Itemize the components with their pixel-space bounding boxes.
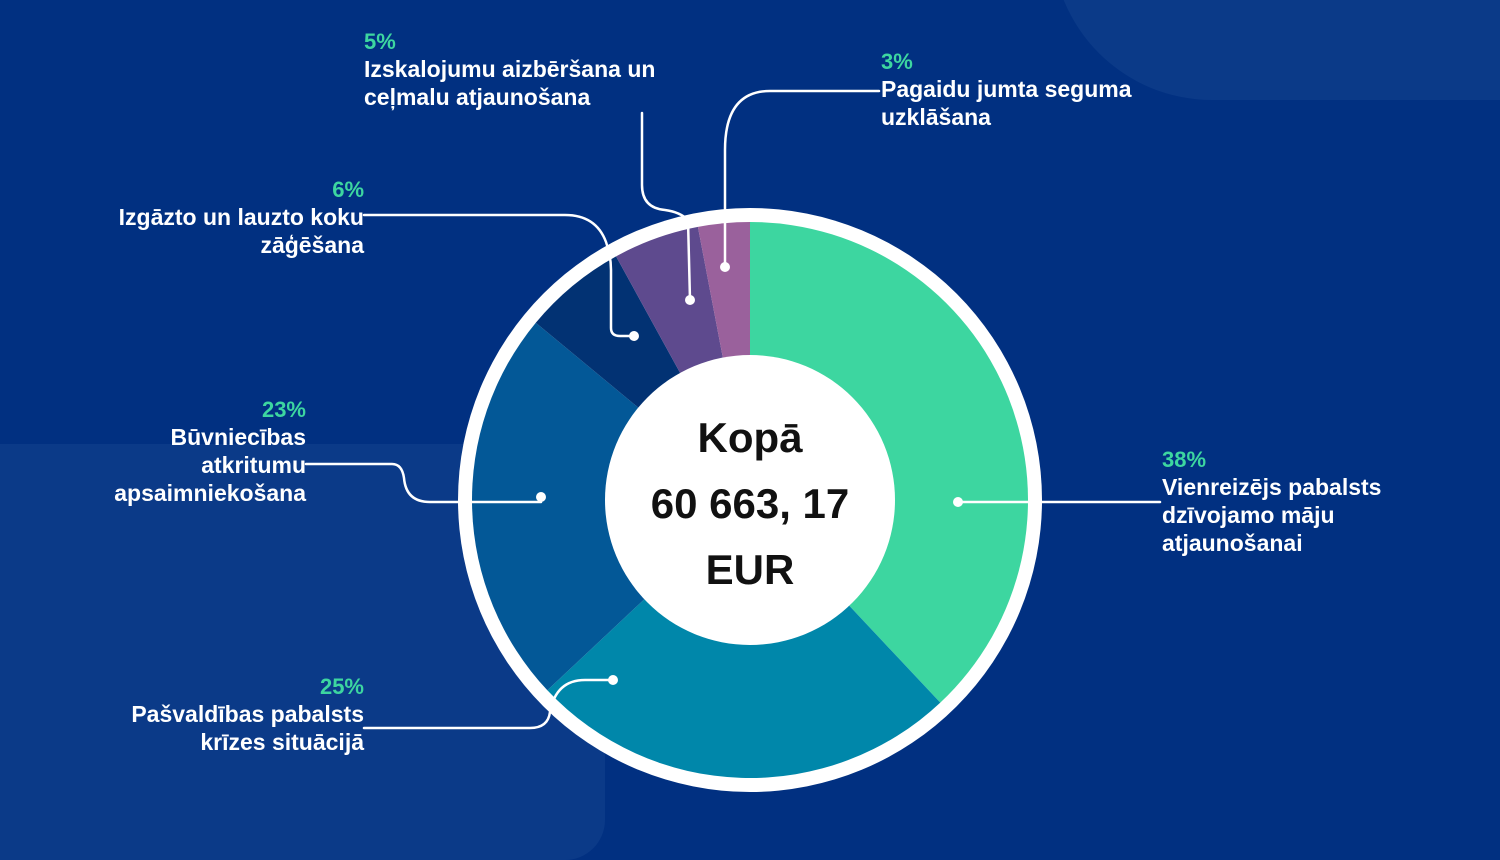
callout-line-3 [723,89,881,269]
total-label: Kopā [697,414,803,461]
callout-3: 3% Pagaidu jumta seguma uzklāšana [881,49,1132,130]
callout-5: 5% Izskalojumu aizbēršana un ceļmalu atj… [364,29,656,110]
donut-center-hole [605,355,895,645]
callout-38: 38% Vienreizējs pabalsts dzīvojamo māju … [1162,447,1382,556]
donut-center-total: Kopā 60 663, 17 EUR [605,405,895,603]
callout-dots [536,262,963,685]
callout-pct: 25% [319,674,364,699]
callout-23: 23% Būvniecības atkritumu apsaimniekošan… [114,397,306,506]
callout-pct: 6% [332,177,364,202]
total-value: 60 663, 17 [650,480,850,527]
callout-6: 6% Izgāzto un lauzto koku zāģēšana [118,177,364,258]
callout-pct: 38% [1162,447,1207,472]
callout-25: 25% Pašvaldības pabalsts krīzes situācij… [131,674,364,755]
callout-pct: 23% [261,397,306,422]
callout-line-25 [362,678,615,730]
total-currency: EUR [705,546,795,593]
callout-pct: 5% [364,29,396,54]
callout-lines [304,89,1162,730]
callout-line-23 [304,462,543,504]
callout-line-6 [362,213,636,338]
callout-pct: 3% [881,49,913,74]
callout-line-5 [640,111,692,302]
